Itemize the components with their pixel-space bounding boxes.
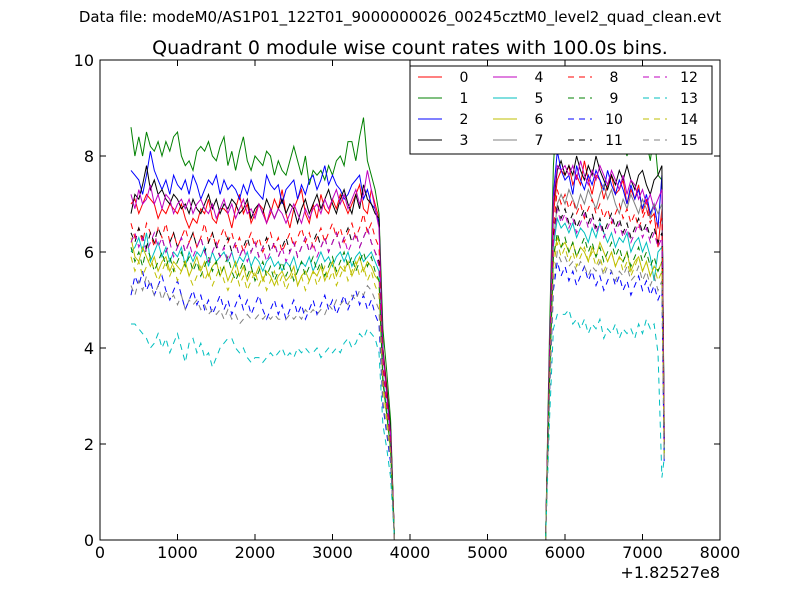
y-tick-label: 4 (84, 339, 94, 358)
y-tick-label: 0 (84, 531, 94, 550)
chart-title: Quadrant 0 module wise count rates with … (152, 37, 668, 59)
x-tick-label: 8000 (700, 543, 741, 562)
legend-label-13: 13 (680, 91, 698, 107)
series-line-8 (130, 189, 665, 541)
legend-label-2: 2 (460, 112, 469, 128)
y-tick-label: 10 (74, 51, 94, 70)
x-tick-label: 1000 (157, 543, 198, 562)
x-tick-label: 0 (95, 543, 105, 562)
x-axis-offset-label: +1.82527e8 (620, 563, 720, 582)
x-tick-label: 7000 (622, 543, 663, 562)
x-tick-label: 5000 (467, 543, 508, 562)
legend-label-9: 9 (610, 91, 619, 107)
legend-label-12: 12 (680, 70, 698, 86)
y-tick-label: 6 (84, 243, 94, 262)
x-axis: 0 1000 2000 3000 4000 5000 6000 7000 8000 (95, 60, 740, 562)
x-tick-label: 4000 (390, 543, 431, 562)
plot-lines (130, 101, 665, 541)
legend-box (409, 65, 713, 155)
legend-label-10: 10 (605, 112, 623, 128)
legend-label-4: 4 (535, 70, 544, 86)
series-line-4 (130, 160, 665, 541)
series-line-7 (549, 183, 665, 445)
y-tick-label: 2 (84, 435, 94, 454)
legend-label-6: 6 (535, 112, 544, 128)
x-tick-label: 3000 (312, 543, 353, 562)
x-tick-label: 6000 (545, 543, 586, 562)
legend-label-15: 15 (680, 133, 698, 149)
legend-label-5: 5 (535, 91, 544, 107)
series-line-13 (131, 308, 665, 541)
series-line-9 (130, 232, 665, 541)
legend-label-8: 8 (610, 70, 619, 86)
chart-supertitle: Data file: modeM0/AS1P01_122T01_90000000… (78, 8, 722, 26)
legend-label-7: 7 (535, 133, 544, 149)
legend-label-11: 11 (605, 133, 623, 149)
series-line-15 (130, 250, 665, 541)
series-line-10 (130, 261, 665, 541)
series-line-2 (130, 151, 665, 541)
legend-label-0: 0 (460, 70, 469, 86)
series-line-5 (130, 216, 665, 541)
series-line-11 (130, 203, 665, 541)
legend-label-14: 14 (680, 112, 698, 128)
legend-label-1: 1 (460, 91, 469, 107)
series-line-1 (130, 101, 665, 541)
series-line-6 (130, 235, 665, 541)
y-tick-label: 8 (84, 147, 94, 166)
series-line-3 (130, 155, 665, 541)
x-tick-label: 2000 (235, 543, 276, 562)
series-line-14 (130, 242, 665, 541)
legend-label-3: 3 (460, 133, 469, 149)
series-line-12 (130, 208, 665, 541)
